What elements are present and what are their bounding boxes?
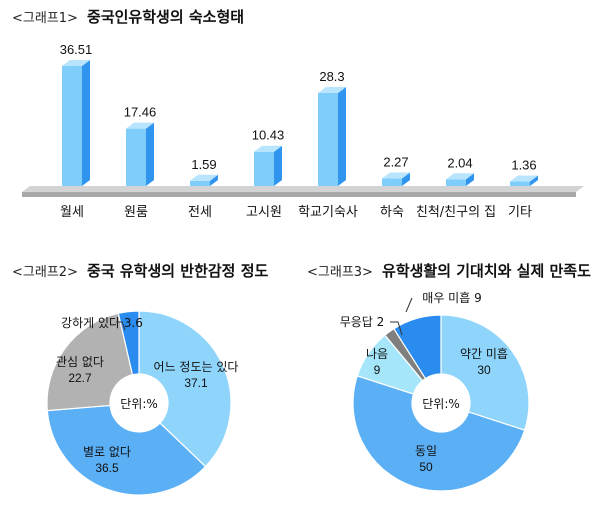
bar-group: 2.27 하숙: [380, 155, 410, 220]
slice-label: 어느 정도는 있다: [154, 360, 239, 374]
bar-side: [530, 175, 538, 186]
graph1-title-text: 중국인유학생의 숙소형태: [87, 8, 244, 26]
bar: [446, 179, 466, 186]
bar-value-label: 28.3: [319, 69, 344, 84]
bar-group: 36.51 월세: [60, 42, 93, 220]
slice-label: 약간 미흡: [460, 346, 508, 361]
bar: [382, 178, 402, 186]
bar: [318, 92, 338, 186]
slice-label: 강하게 있다 3.6: [61, 316, 143, 330]
bar-value-label: 2.04: [447, 155, 472, 170]
graph1-title-prefix: <그래프1>: [12, 11, 78, 26]
unit-label: 단위:%: [422, 397, 460, 411]
graph3-title-text: 유학생활의 기대치와 실제 만족도: [382, 262, 591, 280]
donut-hole: [110, 374, 168, 432]
graph3-title: <그래프3> 유학생활의 기대치와 실제 만족도: [307, 261, 591, 280]
bar-value-label: 10.43: [252, 128, 285, 143]
bar-top: [446, 173, 474, 180]
graph3-title-prefix: <그래프3>: [307, 265, 373, 280]
slice-value: 50: [419, 460, 433, 474]
graph2-title-prefix: <그래프2>: [12, 265, 78, 280]
bar: [190, 180, 210, 186]
slice-label: 무응답 2: [340, 315, 385, 329]
bar-side: [274, 145, 282, 186]
graph2-donut: 단위:% 어느 정도는 있다 37.1 별로 없다 36.5 관심 없다 22.7 강하게 있…: [46, 310, 239, 496]
bar-group: 10.43 고시원: [246, 128, 284, 220]
bar-top: [126, 122, 154, 129]
leader-line: [116, 321, 126, 331]
slice-label: 관심 없다: [56, 355, 104, 369]
unit-label: 단위:%: [120, 397, 158, 411]
slice-value: 37.1: [184, 376, 208, 390]
bar-side: [466, 173, 474, 186]
category-label: 고시원: [246, 205, 282, 220]
bar-group: 28.3 학교기숙사: [298, 69, 358, 220]
bar: [62, 66, 82, 186]
bar-group: 17.46 원룸: [124, 105, 157, 220]
floor-top: [22, 186, 584, 192]
bar-side: [210, 174, 218, 186]
slice-label: 별로 없다: [83, 445, 131, 459]
bar-top: [190, 174, 218, 181]
category-label: 월세: [60, 205, 84, 220]
category-label: 원룸: [124, 205, 148, 220]
bar: [126, 128, 146, 186]
bar-top: [62, 60, 90, 66]
bar-top: [382, 172, 410, 179]
bar-top: [254, 145, 282, 152]
graph3-donut: 단위:% 약간 미흡 30 동일 50 나음 9 무응답 2 매우 미흡 9: [340, 291, 530, 492]
donut-hole: [412, 374, 470, 432]
bar-side: [338, 86, 346, 186]
category-label: 하숙: [380, 205, 404, 220]
graph1-floor: [22, 186, 584, 197]
bar-value-label: 2.27: [383, 155, 408, 170]
graph2-title: <그래프2> 중국 유학생의 반한감정 정도: [12, 261, 268, 280]
bar-group: 1.59 전세: [188, 157, 218, 220]
graph1-title: <그래프1> 중국인유학생의 숙소형태: [12, 7, 244, 26]
category-label: 학교기숙사: [298, 205, 358, 220]
category-label: 기타: [508, 205, 532, 220]
bar-side: [402, 172, 410, 186]
slice-value: 36.5: [95, 461, 119, 475]
slice-label: 매우 미흡 9: [422, 291, 481, 305]
bar-top: [510, 175, 538, 182]
bar-side: [82, 60, 90, 186]
slice-value: 30: [477, 363, 491, 377]
bar-value-label: 17.46: [124, 105, 157, 120]
slice-label: 나음: [366, 347, 388, 361]
bar-value-label: 1.36: [511, 158, 536, 173]
bar-top: [318, 86, 346, 93]
category-label: 전세: [188, 205, 212, 220]
slice-value: 9: [374, 363, 381, 377]
bar-value-label: 36.51: [60, 42, 93, 57]
slice-label: 동일: [415, 444, 437, 458]
graph2-title-text: 중국 유학생의 반한감정 정도: [87, 262, 268, 280]
bar-side: [146, 122, 154, 186]
bar-value-label: 1.59: [191, 157, 216, 172]
graph1-bars: 36.51 월세 17.46 원룸 1.59 전세 10.43 고시원 28.3 학교기숙사 2.2…: [60, 42, 538, 220]
bar-group: 1.36 기타: [508, 158, 538, 220]
bar: [254, 151, 274, 186]
bar: [510, 181, 530, 186]
floor-front: [22, 192, 576, 197]
leader-line: [390, 321, 403, 336]
slice-value: 22.7: [68, 371, 92, 385]
leader-line: [405, 297, 413, 313]
category-label: 친척/친구의 집: [416, 205, 496, 220]
bar-group: 2.04 친척/친구의 집: [416, 155, 496, 220]
